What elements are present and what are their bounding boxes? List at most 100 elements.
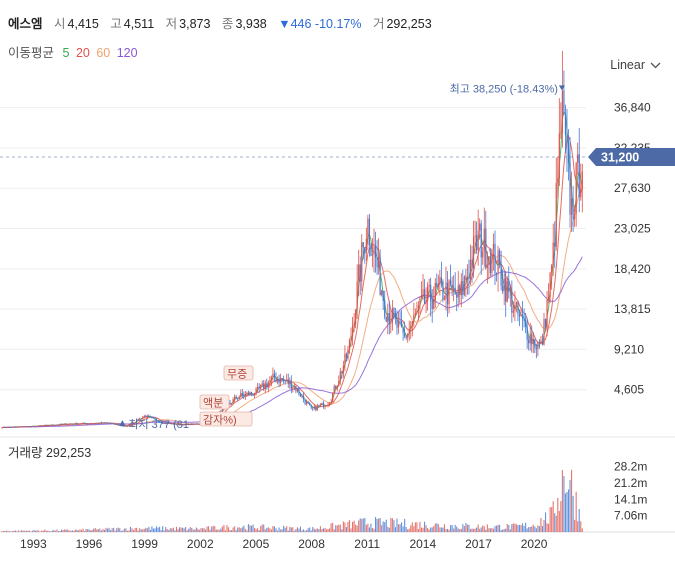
candle-body (22, 426, 24, 428)
candle-body (174, 423, 176, 425)
candle-body (515, 301, 518, 305)
low-annotation: 최저 377 (81 (128, 418, 189, 431)
volume-bar (1, 531, 3, 532)
volume-bar (345, 527, 347, 532)
candle-body (394, 314, 397, 318)
candle-body (336, 385, 338, 389)
candle-body (146, 415, 148, 418)
volume-bar (456, 526, 458, 532)
candle-body (472, 237, 475, 269)
volume-bar (284, 527, 286, 532)
volume-value: 292,253 (386, 17, 432, 31)
candle-body (399, 320, 401, 322)
candle-body (449, 280, 452, 285)
candle-body (471, 259, 473, 269)
volume-bar (67, 529, 69, 532)
low-marker-icon (119, 420, 126, 426)
candle-body (165, 422, 167, 424)
open-label: 시 (54, 17, 66, 31)
candle-body (180, 424, 182, 426)
candle-body (36, 426, 38, 427)
volume-bar (362, 518, 364, 532)
volume-bar (364, 518, 366, 532)
scale-mode-dropdown[interactable]: Linear (610, 58, 661, 72)
volume-bar (413, 526, 415, 532)
candle-body (558, 133, 560, 179)
volume-bar (557, 497, 559, 532)
volume-bar (110, 530, 112, 532)
candle-body (488, 256, 490, 265)
volume-bar (347, 521, 349, 532)
volume-bar (373, 528, 375, 532)
candle-body (480, 223, 482, 258)
volume-bar (301, 530, 303, 532)
candle-body (194, 423, 196, 425)
candle-body (123, 425, 125, 427)
candle-body (540, 340, 542, 344)
candle-body (192, 423, 194, 425)
volume-bar (82, 528, 84, 532)
candle-body (466, 276, 469, 280)
volume-bar (316, 528, 318, 532)
candle-body (137, 419, 139, 421)
volume-bar (529, 526, 531, 532)
candle-body (157, 420, 159, 423)
candle-body (410, 325, 412, 329)
candle-body (80, 423, 83, 425)
volume-bar (408, 528, 410, 532)
candle-body (364, 247, 366, 253)
candle-body (508, 280, 510, 292)
candle-body (253, 394, 256, 396)
candle-body (378, 256, 380, 268)
volume-bar (382, 521, 384, 532)
volume-bar (304, 530, 306, 532)
volume-bar (286, 526, 288, 532)
candle-body (335, 386, 337, 389)
event-label: 무증 (227, 369, 247, 381)
candle-body (309, 403, 311, 406)
volume-bar (552, 501, 554, 532)
volume-bar (546, 523, 548, 532)
volume-bar (276, 530, 279, 532)
candle-body (405, 335, 407, 338)
volume-bar (260, 526, 262, 532)
candle-body (70, 423, 72, 425)
candle-body (73, 423, 75, 425)
volume-bar (229, 530, 231, 532)
x-tick-label: 1999 (131, 537, 158, 551)
volume-bar (73, 530, 75, 532)
volume-bar (566, 491, 568, 532)
candle-body (286, 379, 288, 382)
candle-body (345, 353, 348, 359)
volume-bar (203, 528, 205, 532)
volume-bar (134, 528, 136, 532)
volume-bar (269, 528, 271, 532)
candle-body (325, 405, 328, 407)
candle-body (181, 424, 184, 426)
scale-mode-label: Linear (610, 58, 645, 72)
volume-bar (548, 523, 550, 532)
volume-bar (125, 528, 127, 532)
volume-bar (370, 523, 372, 532)
volume-bar (549, 507, 551, 532)
candle-body (293, 385, 295, 387)
candle-body (341, 371, 343, 373)
volume-bar (416, 522, 418, 532)
candle-body (230, 403, 233, 405)
volume-bar (240, 528, 242, 532)
volume-bar (80, 529, 83, 532)
candle-body (503, 278, 505, 292)
price-tick-label: 36,840 (614, 101, 651, 115)
volume-bar (54, 530, 57, 532)
volume-bar (368, 527, 370, 532)
volume-bar (497, 524, 499, 532)
candle-body (387, 313, 389, 322)
candle-body (419, 298, 421, 306)
candle-body (525, 320, 527, 327)
volume-bar (561, 469, 563, 532)
candle-body (263, 383, 265, 389)
candle-body (149, 416, 152, 418)
volume-bar (105, 527, 107, 532)
candle-body (39, 425, 41, 427)
volume-bar (152, 528, 155, 532)
